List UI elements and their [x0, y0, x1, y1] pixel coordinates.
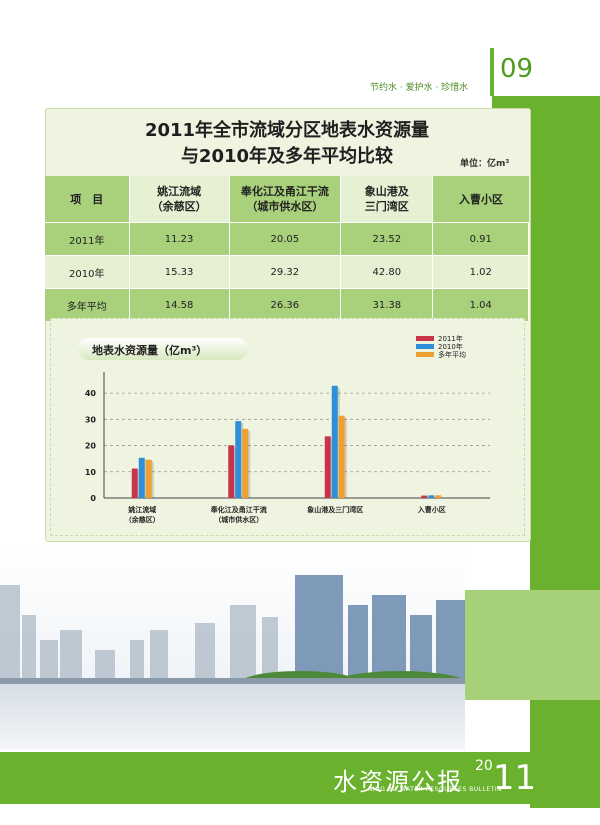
table-cell: 1.02 [432, 255, 529, 289]
chart-bar [145, 459, 152, 498]
right-light-green-block [465, 590, 600, 700]
y-tick-label: 40 [85, 389, 97, 398]
table-cell: 2011年 [45, 222, 130, 256]
table-header: 入曹小区 [432, 176, 529, 223]
table-header: 项 目 [45, 176, 130, 223]
table-cell: 14.58 [129, 288, 230, 321]
table-header: 象山港及 三门湾区 [340, 176, 434, 223]
bulletin-year: 2011 [475, 758, 536, 798]
table-cell: 多年平均 [45, 288, 130, 321]
bulletin-year-small: 20 [475, 758, 493, 774]
chart-bar [324, 436, 331, 498]
x-tick-label: 奉化江及甬江干流 [211, 505, 267, 514]
table-row: 2010年 15.33 29.32 42.80 1.02 [45, 255, 529, 289]
y-tick-label: 30 [85, 415, 97, 424]
legend-label: 2010年 [438, 342, 463, 351]
y-tick-label: 10 [85, 468, 97, 477]
right-green-strip [530, 108, 600, 808]
bulletin-title: 水资源公报 [333, 768, 463, 796]
table-cell: 26.36 [229, 288, 342, 321]
table-header: 奉化江及甬江干流 （城市供水区） [229, 176, 342, 223]
table-cell: 11.23 [129, 222, 230, 256]
panel-title-line2: 与2010年及多年平均比较 [180, 146, 394, 167]
bulletin-year-big: 11 [492, 758, 537, 798]
table-cell: 0.91 [432, 222, 529, 256]
chart-title-pill [78, 338, 248, 360]
comparison-table: 项 目 姚江流域 （余慈区） 奉化江及甬江干流 （城市供水区） 象山港及 三门湾区 入… [45, 176, 529, 321]
chart-bar [428, 495, 435, 498]
chart-bar [242, 428, 249, 498]
table-cell: 20.05 [229, 222, 342, 256]
chart-bar [235, 421, 242, 498]
table-cell: 2010年 [45, 255, 130, 289]
chart-bar [421, 495, 428, 498]
table-row: 多年平均 14.58 26.36 31.38 1.04 [45, 288, 529, 321]
table-cell: 1.04 [432, 288, 529, 321]
chart-bar-shadow [151, 461, 154, 498]
unit-label: 单位：亿m³ [460, 159, 510, 169]
chart-bar [435, 495, 442, 498]
chart-bar [131, 468, 138, 498]
page-number-box [490, 48, 600, 96]
footer-band [0, 752, 600, 804]
chart-bar [331, 385, 338, 498]
x-tick-label: 姚江流域 [127, 505, 156, 514]
x-tick-label: 象山港及三门湾区 [307, 505, 363, 514]
legend-label: 2011年 [438, 334, 463, 343]
table-row: 2011年 11.23 20.05 23.52 0.91 [45, 222, 529, 256]
panel-title-line1: 2011年全市流域分区地表水资源量 [144, 120, 430, 141]
x-tick-label: （城市供水区） [214, 515, 263, 524]
chart-bar-shadow [441, 497, 444, 498]
slogan: 节约水 · 爱护水 · 珍惜水 [370, 83, 469, 93]
chart-bar-shadow [248, 430, 251, 498]
table-header-row: 项 目 姚江流域 （余慈区） 奉化江及甬江干流 （城市供水区） 象山港及 三门湾区 入… [45, 176, 529, 223]
chart-title: 地表水资源量（亿m³） [92, 344, 208, 357]
y-tick-label: 0 [90, 494, 96, 503]
table-cell: 42.80 [340, 255, 434, 289]
chart-bar [338, 415, 345, 498]
city-skyline-photo [0, 545, 465, 750]
chart-bar [138, 457, 145, 498]
x-tick-label: 入曹小区 [417, 505, 446, 514]
x-tick-label: （余慈区） [125, 515, 160, 524]
bulletin-subtitle: NING BO WATER RESOURCES BULLETIN [368, 786, 503, 793]
legend-swatch [416, 336, 434, 341]
chart-bar [228, 445, 235, 498]
table-cell: 15.33 [129, 255, 230, 289]
legend-label: 多年平均 [438, 350, 466, 359]
panel-title: 2011年全市流域分区地表水资源量 与2010年及多年平均比较 [45, 118, 529, 170]
table-cell: 31.38 [340, 288, 434, 321]
bar-chart: 0 10 20 30 40 姚江流域（余慈区） 奉化江及甬江干流（城市供水区） 象山港及三门湾… [85, 334, 490, 524]
table-header: 姚江流域 （余慈区） [129, 176, 230, 223]
legend-swatch [416, 344, 434, 349]
y-tick-label: 20 [85, 442, 97, 451]
legend-swatch [416, 352, 434, 357]
table-cell: 29.32 [229, 255, 342, 289]
page-number: 09 [500, 54, 534, 84]
table-cell: 23.52 [340, 222, 434, 256]
chart-bar-shadow [344, 417, 347, 498]
